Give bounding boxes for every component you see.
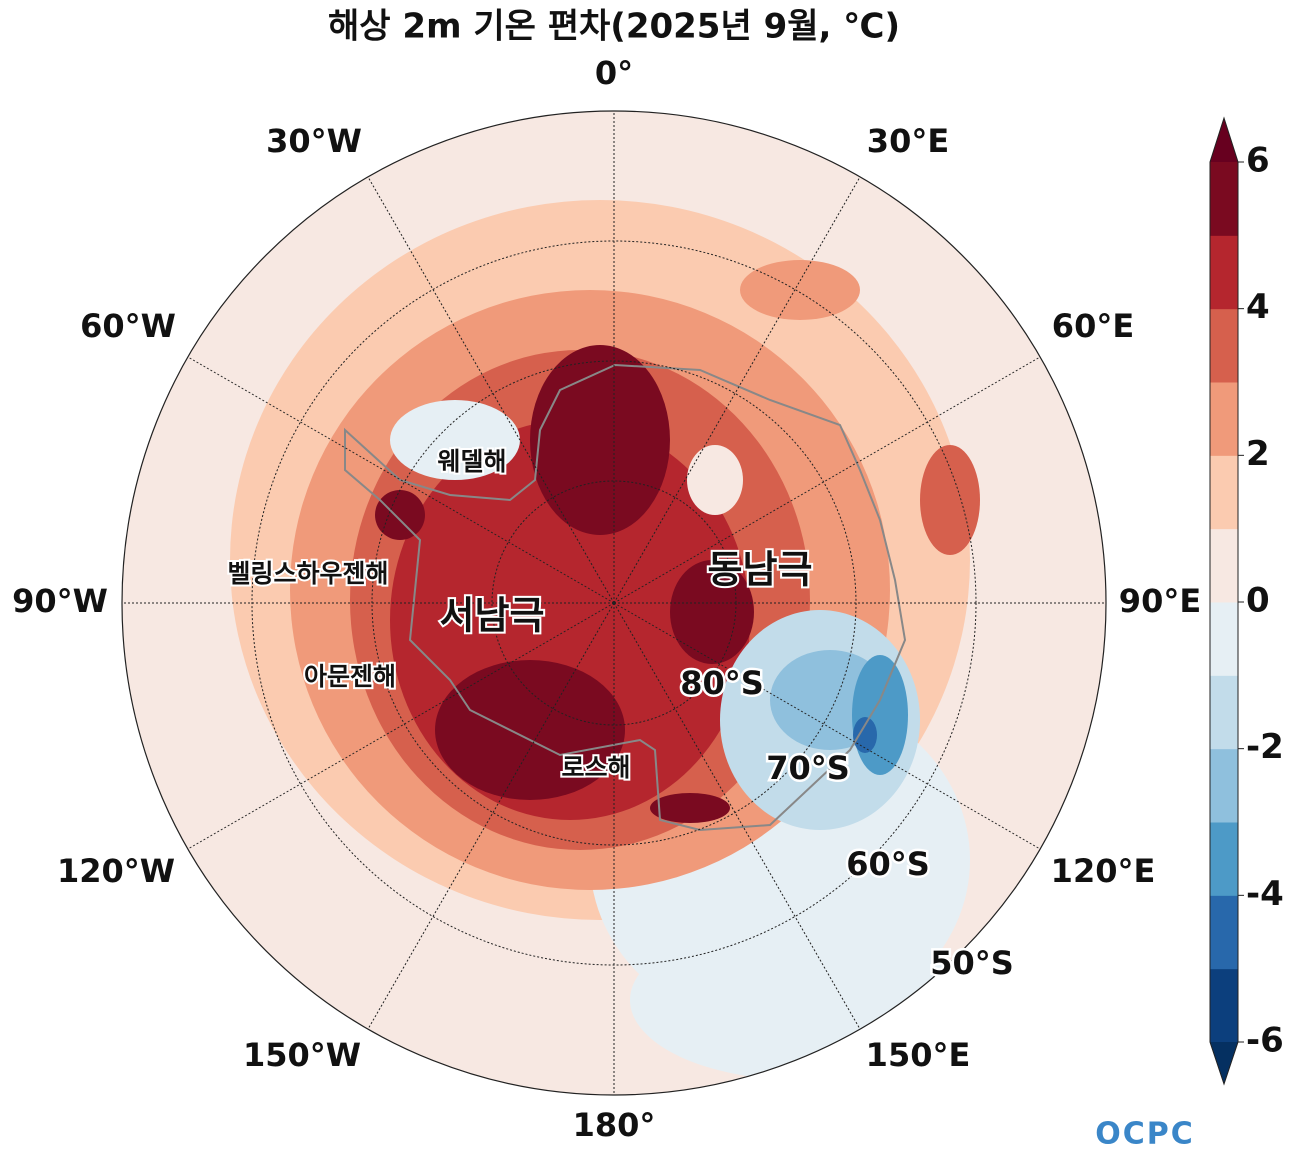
contour-region	[740, 260, 860, 320]
contour-region	[687, 445, 743, 515]
colorbar-segment	[1210, 528, 1238, 603]
contour-region	[920, 445, 980, 555]
meridian	[613, 356, 1041, 604]
contour-region	[650, 793, 730, 823]
map-border	[121, 110, 1107, 1096]
meridian	[367, 176, 615, 604]
colorbar-extend-high	[1210, 118, 1238, 162]
contour-region	[530, 345, 670, 535]
longitude-label: 30°W	[266, 122, 362, 160]
longitude-label: 60°E	[1052, 307, 1134, 345]
meridian	[187, 356, 615, 604]
chart-title: 해상 2m 기온 편차(2025년 9월, ℃)	[328, 7, 900, 47]
meridian	[367, 602, 615, 1030]
contour-region	[670, 560, 754, 664]
longitude-label: 120°W	[57, 852, 175, 890]
colorbar-segment	[1210, 675, 1238, 750]
colorbar-segment	[1210, 162, 1238, 236]
region-label: 로스해	[561, 753, 630, 782]
colorbar-segment	[1210, 748, 1238, 823]
longitude-label: 150°E	[866, 1036, 971, 1074]
meridian	[613, 602, 861, 1030]
longitude-label: 0°	[595, 54, 633, 92]
colorbar-tick-label: -4	[1246, 874, 1284, 914]
contour-region	[853, 717, 877, 753]
region-label: 웨델해	[437, 447, 506, 476]
latitude-label: 70°S	[766, 749, 850, 787]
colorbar-tick-label: 4	[1246, 287, 1270, 327]
longitude-label: 150°W	[243, 1036, 361, 1074]
region-label: 벨링스하우젠해	[227, 559, 388, 588]
latitude-label: 50°S	[930, 944, 1014, 982]
colorbar-segment	[1210, 455, 1238, 530]
longitude-label: 60°W	[80, 307, 176, 345]
region-label: 동남극	[708, 548, 813, 592]
colorbar-extend-low	[1210, 1042, 1238, 1084]
colorbar-segment	[1210, 308, 1238, 383]
region-label: 아문젠해	[304, 662, 396, 691]
meridian	[187, 602, 615, 850]
contour-region	[435, 660, 625, 800]
colorbar-tick-label: -6	[1246, 1021, 1284, 1061]
colorbar-segment	[1210, 602, 1238, 676]
meridian	[613, 602, 1041, 850]
colorbar-segment	[1210, 895, 1238, 970]
colorbar-tick-label: 0	[1246, 581, 1270, 621]
contour-region	[852, 655, 908, 775]
latitude-label: 80°S	[680, 664, 764, 702]
longitude-label: 30°E	[867, 122, 949, 160]
colorbar-segment	[1210, 822, 1238, 896]
coastline	[344, 363, 907, 832]
longitude-label: 90°E	[1119, 582, 1201, 620]
colorbar-segment	[1210, 235, 1238, 310]
latitude-label: 60°S	[846, 845, 930, 883]
contour-region	[390, 400, 520, 480]
map-field	[122, 111, 1106, 1095]
colorbar: -6 -4 -2 0 2 4 6	[1209, 116, 1284, 1086]
colorbar-tick-label: 2	[1246, 434, 1270, 474]
meridian	[613, 176, 861, 604]
colorbar-tick-label: 6	[1246, 141, 1270, 181]
region-label: 서남극	[440, 594, 545, 638]
longitude-label: 120°E	[1051, 852, 1156, 890]
contour-region	[375, 490, 425, 540]
longitude-label: 180°	[573, 1106, 656, 1144]
colorbar-segment	[1210, 382, 1238, 456]
graticule	[122, 111, 1106, 1095]
logo: OCPC	[1095, 1117, 1195, 1152]
colorbar-tick-label: -2	[1246, 727, 1284, 767]
colorbar-segment	[1210, 968, 1238, 1043]
longitude-label: 90°W	[12, 582, 108, 620]
